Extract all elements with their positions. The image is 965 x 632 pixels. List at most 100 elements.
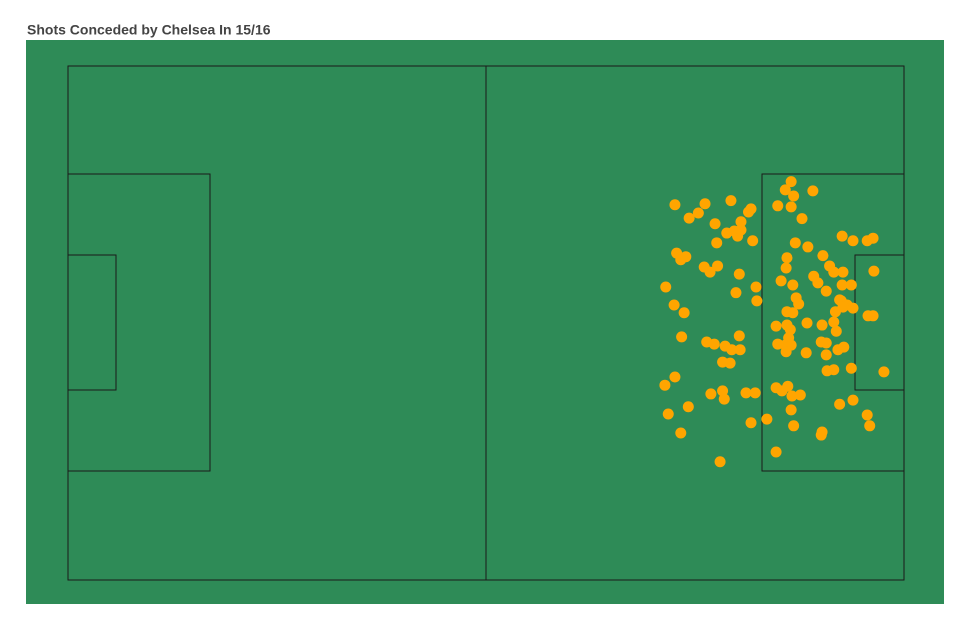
shot-point bbox=[820, 337, 832, 349]
shot-point bbox=[708, 338, 720, 350]
shot-point bbox=[733, 330, 745, 342]
shot-point bbox=[845, 279, 857, 291]
shot-point bbox=[802, 241, 814, 253]
shot-point bbox=[867, 310, 879, 322]
shot-point bbox=[682, 401, 694, 413]
shot-point bbox=[770, 320, 782, 332]
six-yard-box bbox=[854, 254, 905, 391]
shot-point bbox=[772, 200, 784, 212]
shot-point bbox=[789, 237, 801, 249]
shot-point bbox=[735, 216, 747, 228]
shot-point bbox=[734, 344, 746, 356]
shot-point bbox=[837, 301, 849, 313]
shot-point bbox=[699, 198, 711, 210]
shot-point bbox=[775, 275, 787, 287]
shot-point bbox=[718, 393, 730, 405]
shot-point bbox=[749, 387, 761, 399]
shot-point bbox=[845, 362, 857, 374]
shot-point bbox=[847, 235, 859, 247]
shot-point bbox=[782, 380, 794, 392]
shot-point bbox=[836, 230, 848, 242]
shot-point bbox=[785, 404, 797, 416]
shot-point bbox=[793, 298, 805, 310]
shot-point bbox=[660, 281, 672, 293]
six-yard-box bbox=[67, 254, 117, 391]
shot-point bbox=[717, 385, 729, 397]
shot-point bbox=[676, 331, 688, 343]
shot-point bbox=[751, 295, 763, 307]
shot-point bbox=[812, 277, 824, 289]
shot-point bbox=[705, 388, 717, 400]
shot-point bbox=[847, 302, 859, 314]
shot-point bbox=[714, 456, 726, 468]
shot-point bbox=[711, 237, 723, 249]
shot-point bbox=[678, 307, 690, 319]
shot-point bbox=[726, 344, 738, 356]
shot-point bbox=[662, 408, 674, 420]
shot-point bbox=[830, 325, 842, 337]
shot-point bbox=[659, 379, 671, 391]
shot-point bbox=[747, 235, 759, 247]
shot-point bbox=[683, 212, 695, 224]
shot-point bbox=[815, 429, 827, 441]
shot-point bbox=[780, 346, 792, 358]
shot-point bbox=[750, 281, 762, 293]
shot-point bbox=[868, 265, 880, 277]
shot-point bbox=[794, 389, 806, 401]
shot-point bbox=[740, 387, 752, 399]
shot-point bbox=[733, 268, 745, 280]
chart-title: Shots Conceded by Chelsea In 15/16 bbox=[27, 22, 271, 38]
shot-point bbox=[861, 409, 873, 421]
shot-point bbox=[838, 341, 850, 353]
shot-point bbox=[807, 185, 819, 197]
shot-point bbox=[788, 190, 800, 202]
shot-point bbox=[772, 338, 784, 350]
shot-point bbox=[878, 366, 890, 378]
shot-point bbox=[730, 287, 742, 299]
shot-point bbox=[781, 252, 793, 264]
shot-point bbox=[800, 347, 812, 359]
shot-point bbox=[785, 201, 797, 213]
shot-point bbox=[669, 371, 681, 383]
shot-point bbox=[712, 260, 724, 272]
shot-point bbox=[820, 285, 832, 297]
shot-point bbox=[801, 317, 813, 329]
shot-point bbox=[787, 307, 799, 319]
shot-point bbox=[834, 398, 846, 410]
pitch-lines bbox=[67, 65, 905, 581]
shot-point bbox=[745, 417, 757, 429]
shot-point bbox=[785, 176, 797, 188]
shot-point bbox=[820, 349, 832, 361]
shot-point bbox=[669, 199, 681, 211]
shot-point bbox=[828, 316, 840, 328]
shot-point bbox=[725, 195, 737, 207]
shot-point bbox=[816, 319, 828, 331]
shot-point bbox=[709, 218, 721, 230]
shot-point bbox=[864, 420, 876, 432]
shot-point bbox=[828, 266, 840, 278]
shot-point bbox=[787, 279, 799, 291]
shot-point bbox=[724, 357, 736, 369]
shot-point bbox=[837, 266, 849, 278]
shot-point bbox=[847, 394, 859, 406]
shot-point bbox=[780, 262, 792, 274]
shot-point bbox=[779, 184, 791, 196]
shot-point bbox=[784, 324, 796, 336]
shot-point bbox=[692, 207, 704, 219]
shot-point bbox=[680, 251, 692, 263]
shot-point bbox=[867, 232, 879, 244]
shot-point bbox=[704, 266, 716, 278]
shot-point bbox=[836, 279, 848, 291]
shot-point bbox=[770, 446, 782, 458]
shot-point bbox=[761, 413, 773, 425]
shot-point bbox=[821, 365, 833, 377]
shot-point bbox=[675, 427, 687, 439]
shot-point bbox=[796, 213, 808, 225]
shot-point bbox=[743, 206, 755, 218]
shot-point bbox=[788, 420, 800, 432]
shot-point bbox=[786, 390, 798, 402]
shot-point bbox=[668, 299, 680, 311]
shot-point bbox=[817, 250, 829, 262]
shot-point bbox=[735, 224, 747, 236]
